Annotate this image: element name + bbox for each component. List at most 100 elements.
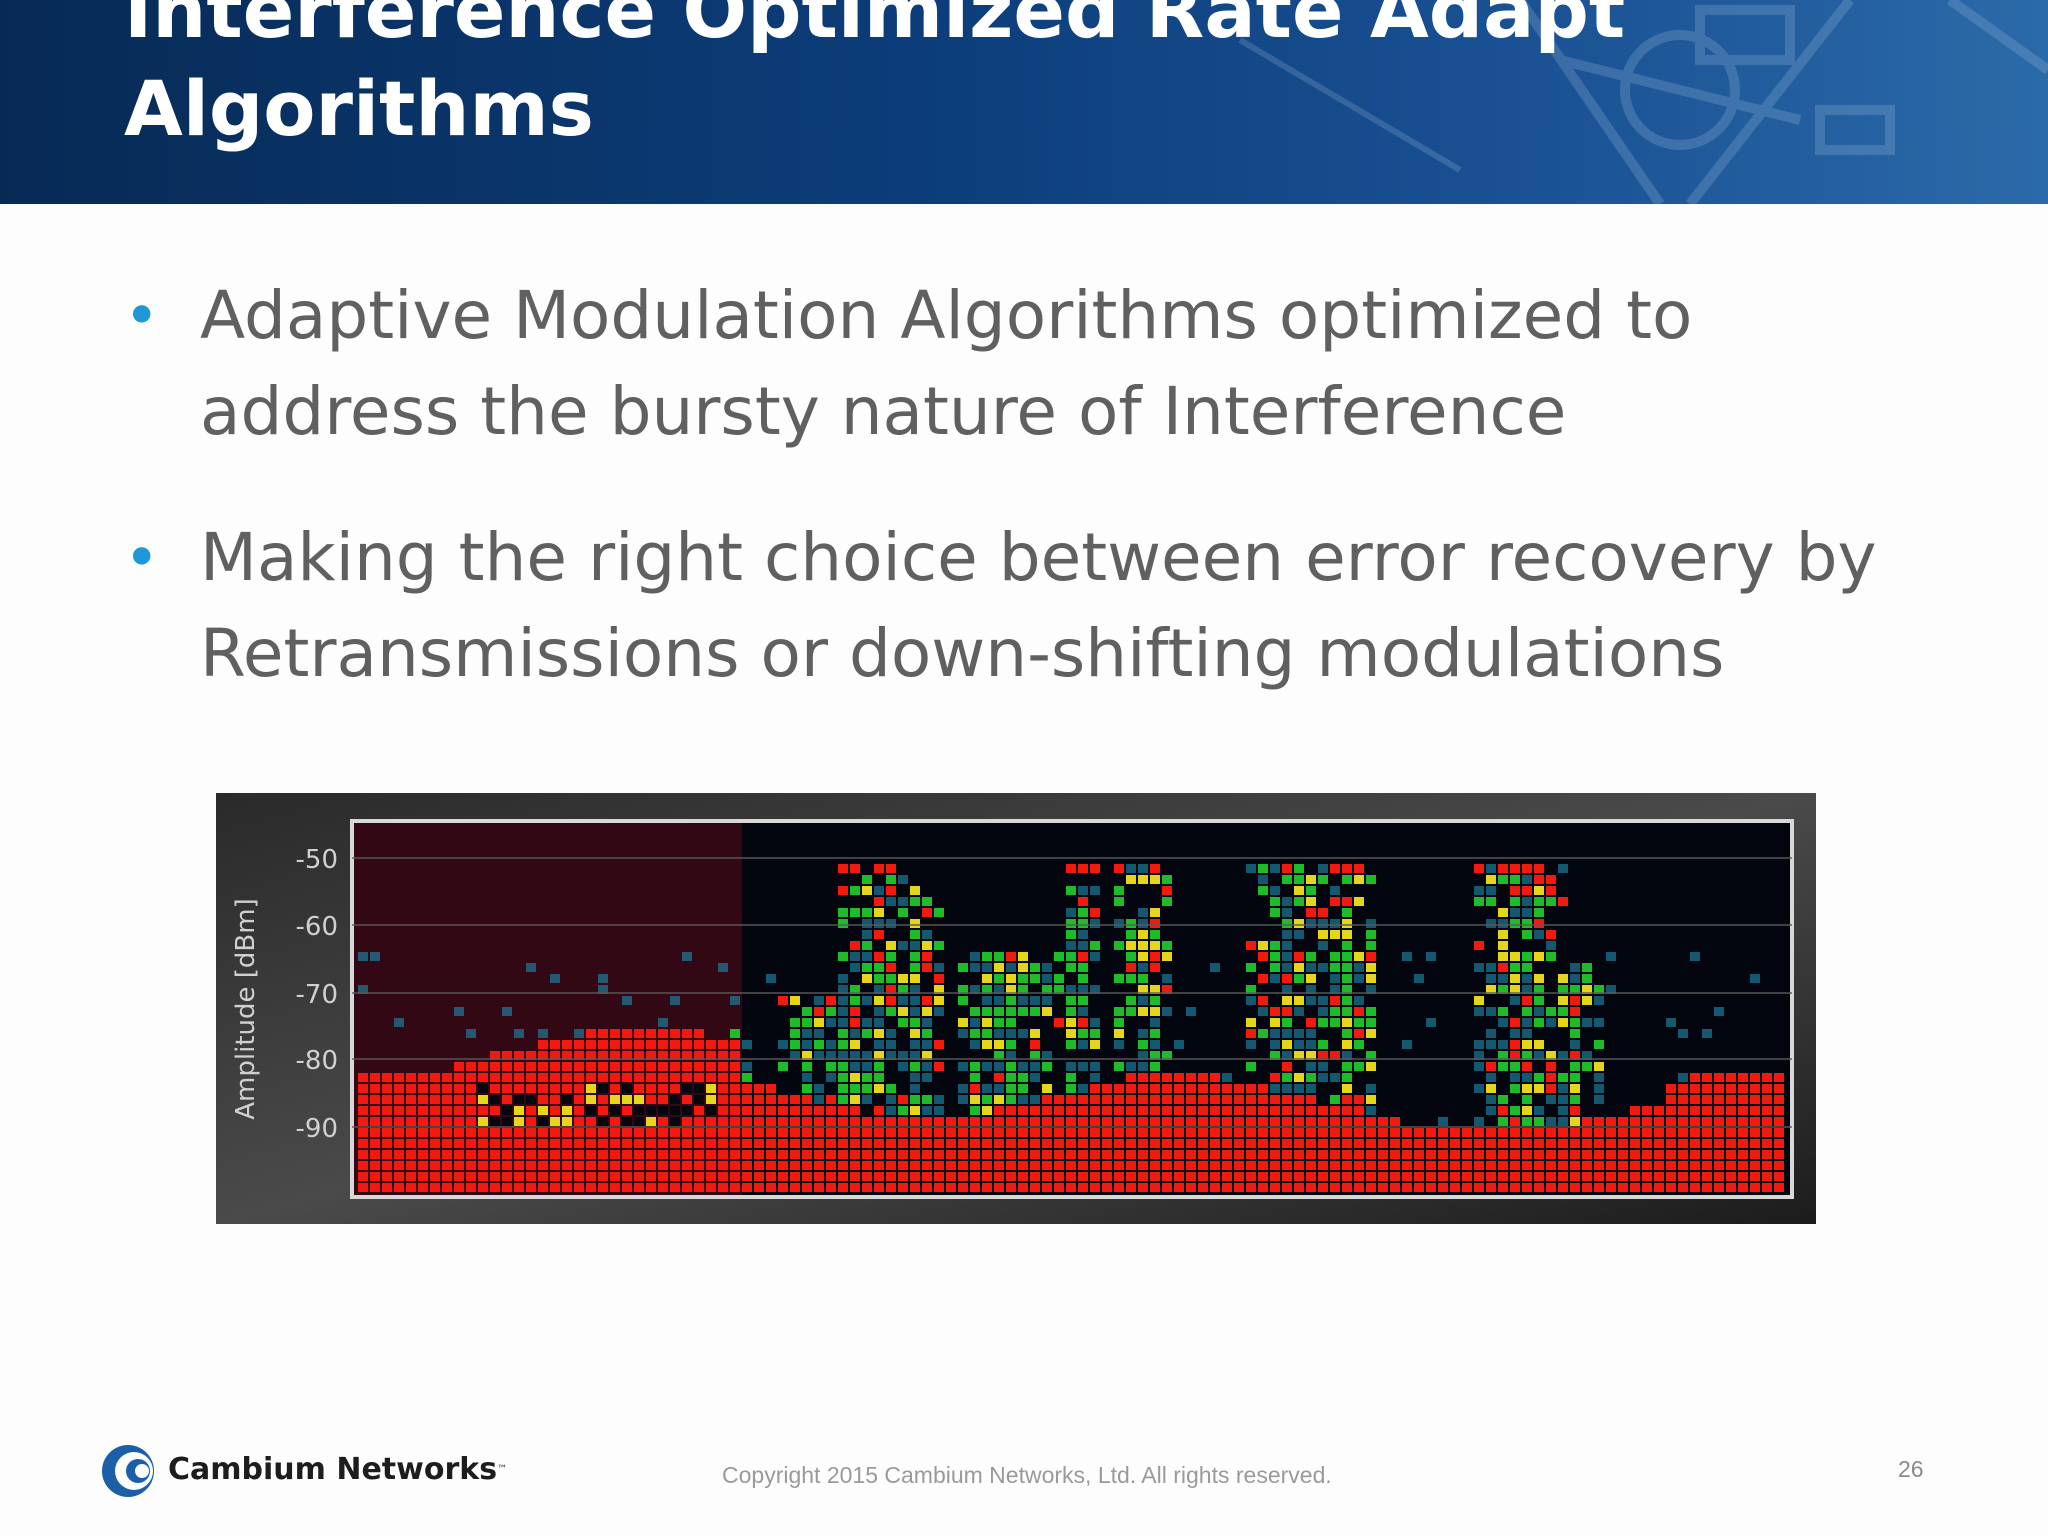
spectrum-cell <box>1690 1073 1700 1082</box>
spectrum-cell <box>1234 1161 1244 1170</box>
spectrum-cell <box>958 1172 968 1181</box>
spectrum-cell <box>1018 1073 1028 1082</box>
spectrum-cell <box>430 1073 440 1082</box>
spectrum-cell <box>970 1128 980 1137</box>
spectrum-cell <box>466 1073 476 1082</box>
spectrum-cell <box>490 1084 500 1093</box>
spectrum-cell <box>1330 1106 1340 1115</box>
spectrum-cell <box>742 1161 752 1170</box>
spectrum-cell <box>634 1051 644 1060</box>
spectrum-cell <box>1510 1150 1520 1159</box>
spectrum-cell <box>1198 1183 1208 1192</box>
spectrum-cell <box>430 1172 440 1181</box>
spectrum-cell <box>1618 1139 1628 1148</box>
spectrum-cell <box>562 1117 572 1126</box>
spectrum-cell <box>1474 1150 1484 1159</box>
spectrum-cell <box>1558 864 1568 873</box>
spectrum-cell <box>1366 952 1376 961</box>
spectrum-cell <box>874 1062 884 1071</box>
spectrum-cell <box>886 1172 896 1181</box>
spectrum-cell <box>1222 1172 1232 1181</box>
spectrum-cell <box>1018 1106 1028 1115</box>
spectrum-cell <box>1258 952 1268 961</box>
spectrum-cell <box>502 1172 512 1181</box>
spectrum-cell <box>874 1139 884 1148</box>
spectrum-cell <box>742 1040 752 1049</box>
spectrum-cell <box>994 1018 1004 1027</box>
spectrum-cell <box>1282 930 1292 939</box>
spectrum-cell <box>922 952 932 961</box>
spectrum-cell <box>1522 1029 1532 1038</box>
spectrum-cell <box>490 1051 500 1060</box>
spectrum-cell <box>1210 1150 1220 1159</box>
spectrum-cell <box>1090 1073 1100 1082</box>
spectrum-cell <box>670 1183 680 1192</box>
spectrum-cell <box>1558 996 1568 1005</box>
y-tick-label: -70 <box>296 980 338 1010</box>
spectrum-cell <box>394 1084 404 1093</box>
spectrum-cell <box>1174 1183 1184 1192</box>
spectrum-cell <box>562 1128 572 1137</box>
spectrum-cell <box>1522 1117 1532 1126</box>
spectrum-cell <box>994 1084 1004 1093</box>
spectrum-cell <box>1114 1150 1124 1159</box>
spectrum-cell <box>1138 1062 1148 1071</box>
spectrum-cell <box>874 996 884 1005</box>
spectrum-cell <box>418 1073 428 1082</box>
spectrum-cell <box>1090 864 1100 873</box>
spectrum-cell <box>1474 996 1484 1005</box>
spectrum-cell <box>790 1150 800 1159</box>
spectrum-cell <box>1426 1172 1436 1181</box>
spectrum-cell <box>1126 1106 1136 1115</box>
spectrum-cell <box>634 1084 644 1093</box>
spectrum-cell <box>1762 1161 1772 1170</box>
spectrum-cell <box>1294 1106 1304 1115</box>
spectrum-cell <box>394 1117 404 1126</box>
spectrum-cell <box>886 1007 896 1016</box>
spectrum-cell <box>1294 897 1304 906</box>
spectrum-cell <box>442 1106 452 1115</box>
spectrum-cell <box>730 1029 740 1038</box>
spectrum-cell <box>766 1084 776 1093</box>
spectrum-cell <box>1342 1051 1352 1060</box>
spectrum-cell <box>1114 919 1124 928</box>
spectrum-cell <box>1498 1172 1508 1181</box>
spectrum-cell <box>982 1161 992 1170</box>
spectrum-cell <box>1306 1073 1316 1082</box>
spectrum-cell <box>1210 1183 1220 1192</box>
spectrum-cell <box>1282 996 1292 1005</box>
spectrum-cell <box>838 864 848 873</box>
spectrum-cell <box>538 1073 548 1082</box>
spectrum-cell <box>1282 1150 1292 1159</box>
spectrum-cell <box>1162 1095 1172 1104</box>
spectrum-cell <box>1546 1084 1556 1093</box>
spectrum-cell <box>874 897 884 906</box>
spectrum-cell <box>982 1128 992 1137</box>
spectrum-cell <box>1510 985 1520 994</box>
spectrum-cell <box>406 1117 416 1126</box>
spectrum-cell <box>1006 952 1016 961</box>
spectrum-cell <box>1138 1106 1148 1115</box>
spectrum-cell <box>1078 1018 1088 1027</box>
spectrum-cell <box>1186 1007 1196 1016</box>
spectrum-cell <box>1090 941 1100 950</box>
spectrum-cell <box>1126 1117 1136 1126</box>
spectrum-cell <box>778 1040 788 1049</box>
spectrum-cell <box>1726 1150 1736 1159</box>
spectrum-cell <box>634 1172 644 1181</box>
spectrum-cell <box>610 1150 620 1159</box>
spectrum-cell <box>826 1183 836 1192</box>
spectrum-cell <box>1090 919 1100 928</box>
spectrum-cell <box>1018 952 1028 961</box>
spectrum-cell <box>514 1150 524 1159</box>
spectrum-cell <box>1390 1183 1400 1192</box>
spectrum-cell <box>574 1117 584 1126</box>
spectrum-cell <box>598 1040 608 1049</box>
spectrum-cell <box>1066 1029 1076 1038</box>
spectrum-cell <box>1414 1183 1424 1192</box>
spectrum-cell <box>1318 1007 1328 1016</box>
spectrum-cell <box>1606 1161 1616 1170</box>
spectrum-cell <box>1366 1150 1376 1159</box>
spectrum-cell <box>1714 1161 1724 1170</box>
spectrum-cell <box>1366 941 1376 950</box>
